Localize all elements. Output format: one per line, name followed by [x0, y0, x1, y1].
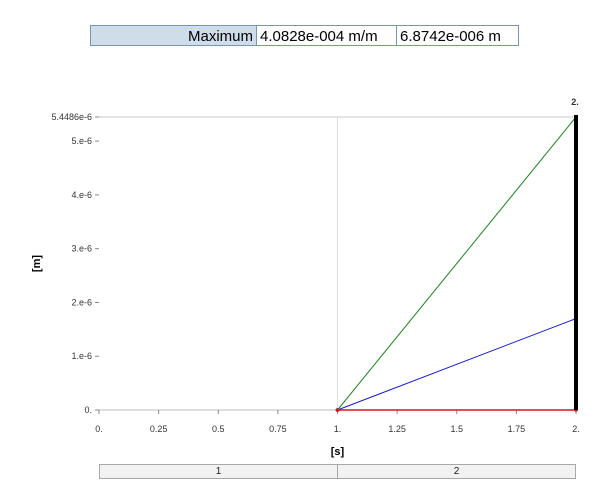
y-tick-label: 5.4486e-6 — [51, 112, 92, 122]
load-step-bar[interactable]: 1 2 — [99, 464, 576, 479]
x-tick-label: 2. — [572, 424, 580, 434]
load-step-2[interactable]: 2 — [337, 465, 575, 478]
y-tick-label: 2.e-6 — [71, 297, 92, 307]
maximum-label: Maximum — [90, 25, 257, 46]
time-cursor-label: 2. — [571, 97, 579, 107]
load-step-1[interactable]: 1 — [215, 466, 222, 477]
series-point — [335, 408, 340, 412]
x-axis-title: [s] — [331, 446, 345, 458]
x-tick-label: 1.75 — [508, 424, 526, 434]
series-line — [337, 116, 577, 411]
maximum-results-row: Maximum 4.0828e-004 m/m 6.8742e-006 m — [90, 25, 519, 46]
x-tick-label: 0.5 — [212, 424, 225, 434]
y-tick-label: 0. — [84, 405, 92, 415]
x-tick-label: 0. — [95, 424, 103, 434]
y-tick-label: 4.e-6 — [71, 190, 92, 200]
x-tick-label: 1.5 — [450, 424, 463, 434]
y-tick-label: 5.e-6 — [71, 136, 92, 146]
x-tick-label: 0.75 — [269, 424, 287, 434]
maximum-strain-value: 4.0828e-004 m/m — [256, 25, 397, 46]
y-axis-title: [m] — [31, 255, 43, 272]
y-tick-label: 3.e-6 — [71, 244, 92, 254]
series-line — [337, 318, 577, 411]
x-tick-label: 0.25 — [150, 424, 168, 434]
maximum-deformation-value: 6.8742e-006 m — [396, 25, 519, 46]
y-tick-label: 1.e-6 — [71, 351, 92, 361]
x-tick-label: 1.25 — [388, 424, 406, 434]
x-tick-label: 1. — [334, 424, 342, 434]
